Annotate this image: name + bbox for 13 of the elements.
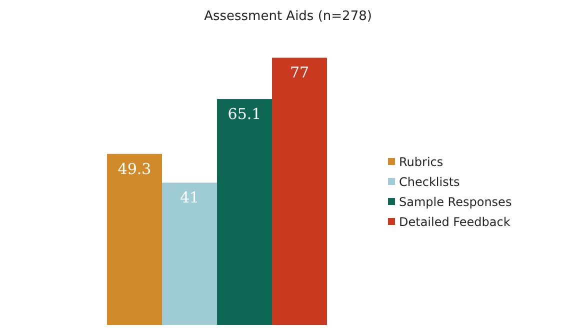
data-label: 77 [290,64,310,82]
bar [107,154,162,325]
legend-label: Checklists [399,175,460,189]
legend-label: Sample Responses [399,195,512,209]
data-label: 49.3 [118,160,152,178]
chart-title: Assessment Aids (n=278) [204,9,372,24]
legend-label: Rubrics [399,155,444,169]
bar [217,99,272,325]
bar [272,58,327,325]
legend-label: Detailed Feedback [399,215,510,229]
data-label: 65.1 [228,105,262,124]
data-label: 41 [180,188,200,207]
bar [162,182,217,325]
